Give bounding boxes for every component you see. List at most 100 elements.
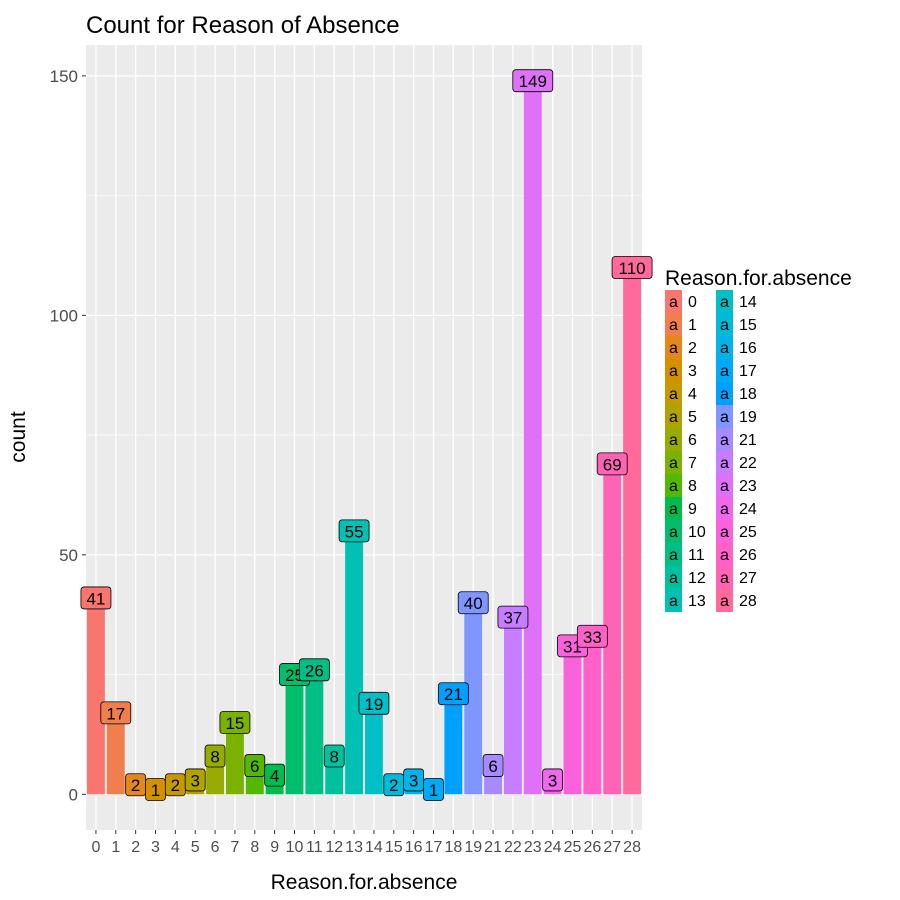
data-label-box [457, 591, 489, 615]
data-label: 17 [106, 704, 125, 723]
legend-key [665, 497, 682, 520]
legend-key [665, 428, 682, 451]
x-tick-label: 11 [306, 839, 323, 856]
x-tick-label: 27 [603, 839, 621, 856]
legend-label: 16 [739, 340, 757, 357]
data-label: 2 [131, 776, 140, 795]
x-tick-label: 18 [444, 839, 462, 856]
bar-14 [364, 703, 383, 795]
bar-11 [305, 669, 324, 795]
bar-0 [86, 597, 105, 795]
x-tick-label: 2 [131, 839, 140, 856]
data-label: 55 [345, 522, 364, 541]
y-tick-label: 50 [59, 546, 78, 565]
data-label: 41 [86, 589, 105, 608]
bar-13 [345, 530, 364, 795]
bar-7 [225, 722, 244, 795]
data-label: 19 [364, 695, 383, 714]
x-tick-label: 22 [504, 839, 522, 856]
legend-label: 22 [739, 455, 757, 472]
data-label: 69 [603, 455, 622, 474]
legend-key-glyph: a [669, 340, 678, 357]
legend-key [716, 405, 733, 428]
legend-title: Reason.for.absence [665, 267, 852, 290]
data-label: 1 [429, 781, 438, 800]
legend-key [665, 290, 682, 313]
x-tick-label: 5 [191, 839, 200, 856]
y-tick-label: 150 [50, 67, 78, 86]
x-tick-label: 25 [564, 839, 582, 856]
legend-key [665, 543, 682, 566]
x-tick-label: 26 [583, 839, 601, 856]
legend-key [665, 566, 682, 589]
bars-group [86, 80, 642, 795]
legend-key [665, 313, 682, 336]
legend-key-glyph: a [669, 386, 678, 403]
legend-key [716, 589, 733, 612]
legend-key [665, 382, 682, 405]
bar-25 [563, 645, 582, 795]
legend-label: 17 [739, 363, 757, 380]
data-label-box [204, 744, 226, 768]
legend-label: 7 [688, 455, 697, 472]
legend-label: 19 [739, 409, 757, 426]
x-axis: 0 1 2 3 4 5 6 7 8 9 10 11 12 13 14 15 16 17 18 19 21 22 23 24 25… [91, 830, 641, 856]
legend-key-glyph: a [720, 432, 729, 449]
legend-label: 5 [688, 409, 697, 426]
y-tick-label: 0 [69, 785, 78, 804]
legend-label: 10 [688, 524, 706, 541]
legend-key-glyph: a [669, 593, 678, 610]
x-tick-label: 13 [345, 839, 363, 856]
legend-key [665, 474, 682, 497]
data-label-box [338, 519, 370, 543]
legend-label: 8 [688, 478, 697, 495]
data-label: 6 [250, 757, 259, 776]
data-label-box [184, 768, 206, 792]
x-tick-label: 9 [270, 839, 279, 856]
x-tick-label: 3 [151, 839, 160, 856]
legend-key [716, 543, 733, 566]
data-label-box [264, 763, 286, 787]
legend-label: 9 [688, 501, 697, 518]
legend-label: 25 [739, 524, 757, 541]
legend-key-glyph: a [720, 478, 729, 495]
x-tick-label: 23 [524, 839, 542, 856]
legend-label: 11 [688, 547, 705, 564]
legend-key-glyph: a [720, 501, 729, 518]
legend-key-glyph: a [669, 570, 678, 587]
x-tick-label: 4 [171, 839, 180, 856]
legend-key-glyph: a [720, 455, 729, 472]
legend-key-glyph: a [720, 363, 729, 380]
data-label: 40 [464, 594, 483, 613]
x-tick-label: 1 [111, 839, 120, 856]
legend-label: 28 [739, 593, 757, 610]
legend-key [665, 451, 682, 474]
data-label: 4 [270, 767, 279, 786]
legend-key [665, 359, 682, 382]
legend-label: 27 [739, 570, 757, 587]
legend-key-glyph: a [720, 386, 729, 403]
data-label: 15 [225, 714, 244, 733]
data-label-box [512, 69, 554, 93]
data-label: 3 [548, 771, 557, 790]
x-tick-label: 16 [405, 839, 423, 856]
legend-key [716, 566, 733, 589]
bar-1 [106, 712, 125, 795]
legend-key [716, 336, 733, 359]
data-label: 1 [151, 781, 160, 800]
legend-key-glyph: a [720, 294, 729, 311]
legend-label: 14 [739, 294, 757, 311]
chart-title: Count for Reason of Absence [86, 12, 400, 39]
x-tick-label: 10 [286, 839, 304, 856]
x-tick-label: 28 [623, 839, 641, 856]
data-label-box [358, 691, 390, 715]
data-label: 110 [619, 259, 646, 278]
data-label-box [542, 768, 564, 792]
legend-key-glyph: a [669, 432, 678, 449]
data-label: 2 [389, 776, 398, 795]
legend-key [716, 474, 733, 497]
legend-key [716, 451, 733, 474]
bar-26 [583, 636, 602, 795]
